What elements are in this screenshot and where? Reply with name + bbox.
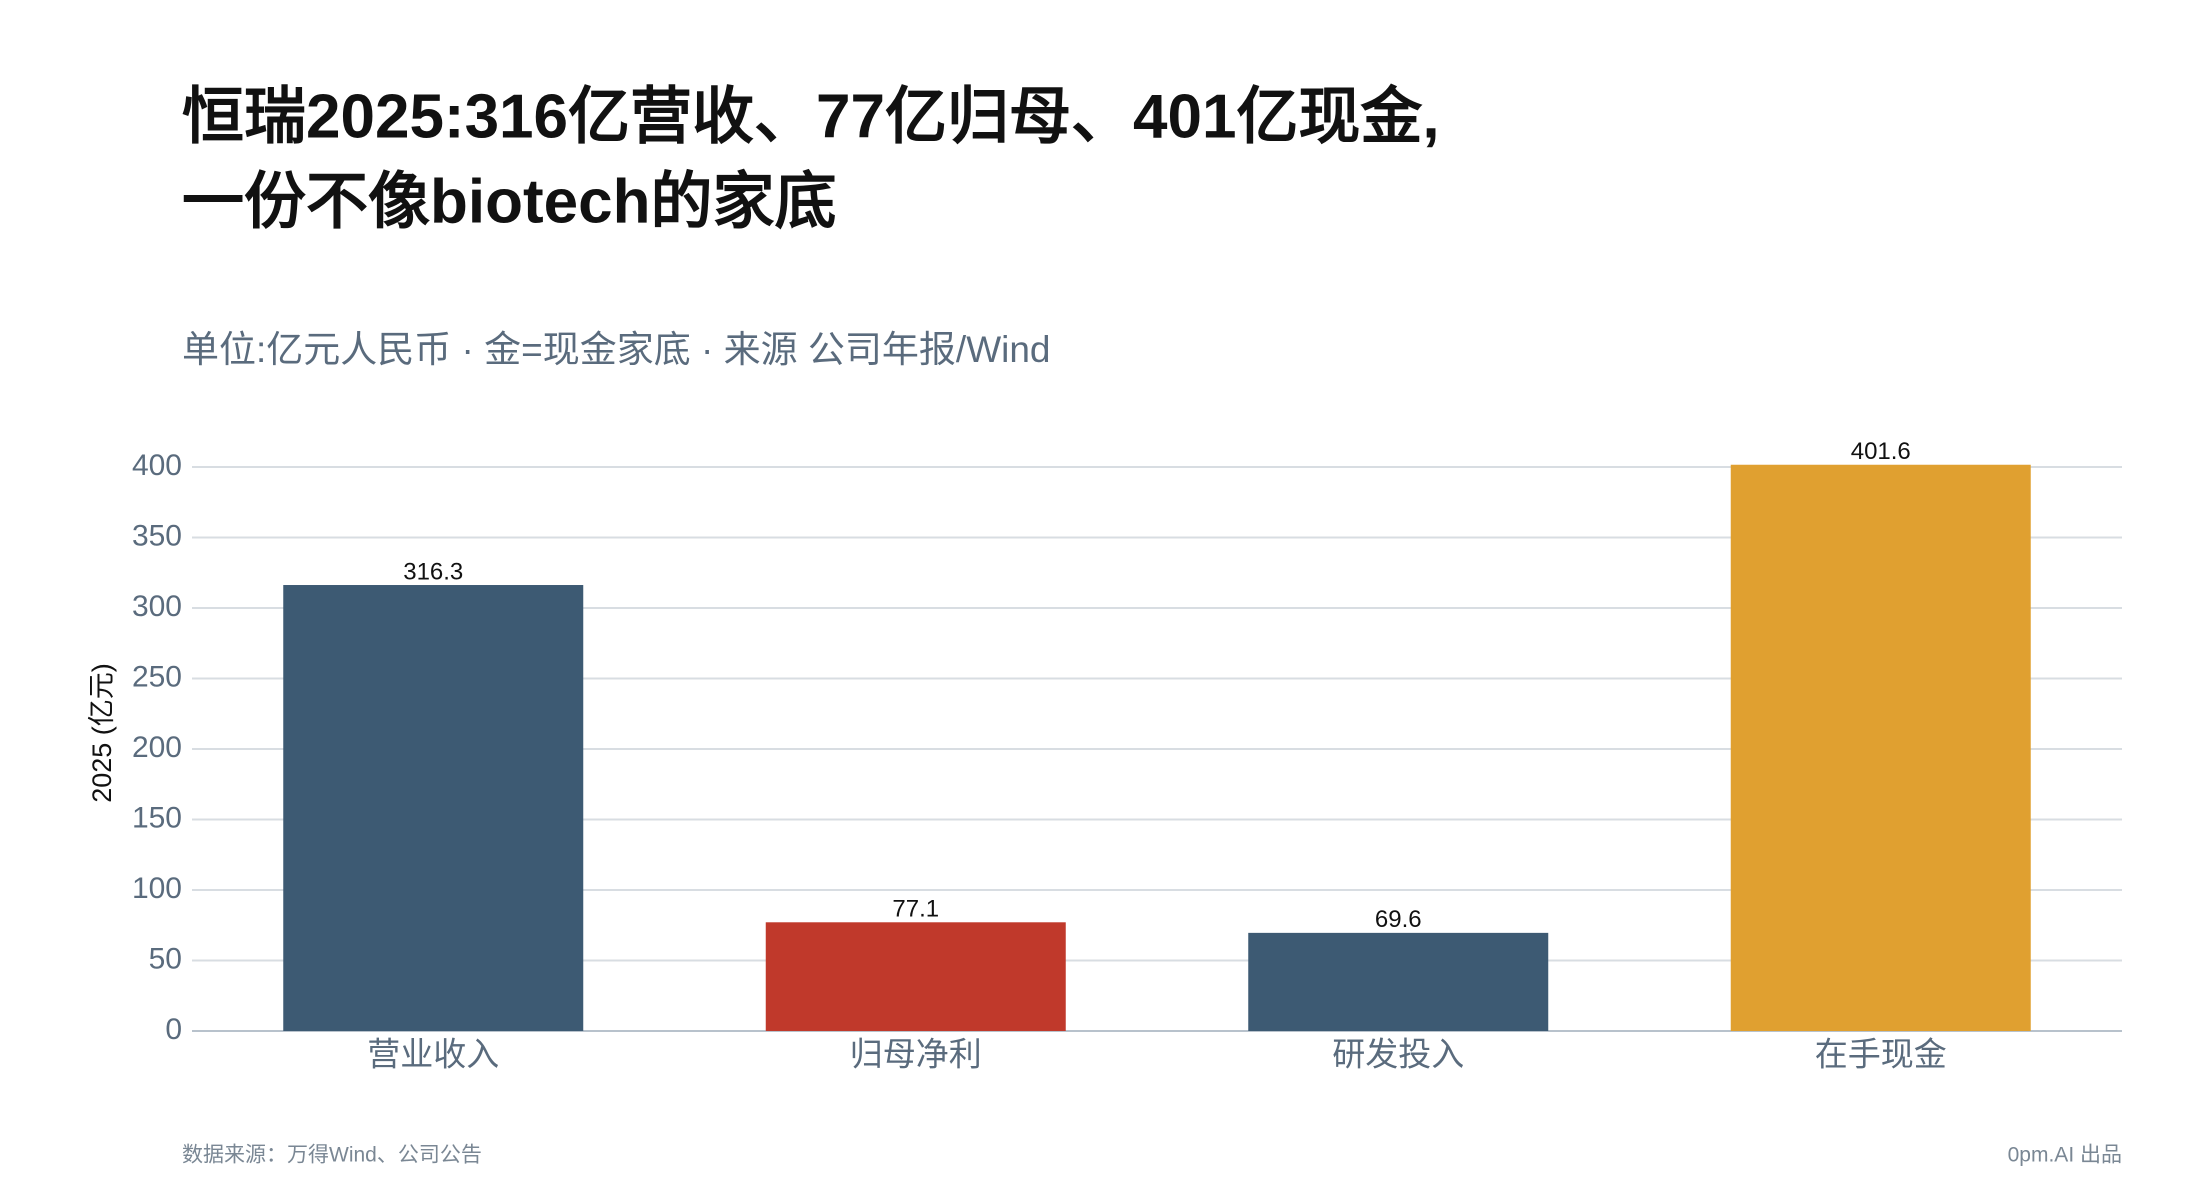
chart-title: 一份不像biotech的家底 <box>182 167 836 236</box>
y-tick-label: 100 <box>132 872 182 905</box>
y-axis-label: 2025 (亿元) <box>87 663 117 803</box>
y-tick-label: 0 <box>165 1013 182 1046</box>
bar <box>765 922 1066 1031</box>
y-tick-label: 250 <box>132 660 182 693</box>
chart-subtitle: 单位:亿元人民币 · 金=现金家底 · 来源 公司年报/Wind <box>182 329 1051 370</box>
value-label: 401.6 <box>1851 438 1911 465</box>
x-tick-label: 在手现金 <box>1815 1036 1947 1073</box>
bar <box>283 585 584 1031</box>
x-tick-label: 归母净利 <box>850 1036 982 1073</box>
y-tick-label: 50 <box>149 942 182 975</box>
footer-source: 数据来源：万得Wind、公司公告 <box>182 1144 482 1167</box>
y-tick-label: 150 <box>132 801 182 834</box>
y-tick-label: 400 <box>132 449 182 482</box>
value-label: 316.3 <box>403 558 463 585</box>
value-label: 77.1 <box>892 896 939 923</box>
bar <box>1730 464 2031 1031</box>
value-label: 69.6 <box>1375 906 1422 933</box>
y-tick-label: 300 <box>132 590 182 623</box>
y-tick-label: 200 <box>132 731 182 764</box>
y-tick-label: 350 <box>132 519 182 552</box>
x-tick-label: 研发投入 <box>1332 1036 1464 1073</box>
bar <box>1248 932 1549 1031</box>
x-tick-label: 营业收入 <box>367 1036 499 1073</box>
footer-credit: 0pm.AI 出品 <box>2008 1144 2122 1167</box>
chart-title: 恒瑞2025:316亿营收、77亿归母、401亿现金, <box>182 82 1440 151</box>
